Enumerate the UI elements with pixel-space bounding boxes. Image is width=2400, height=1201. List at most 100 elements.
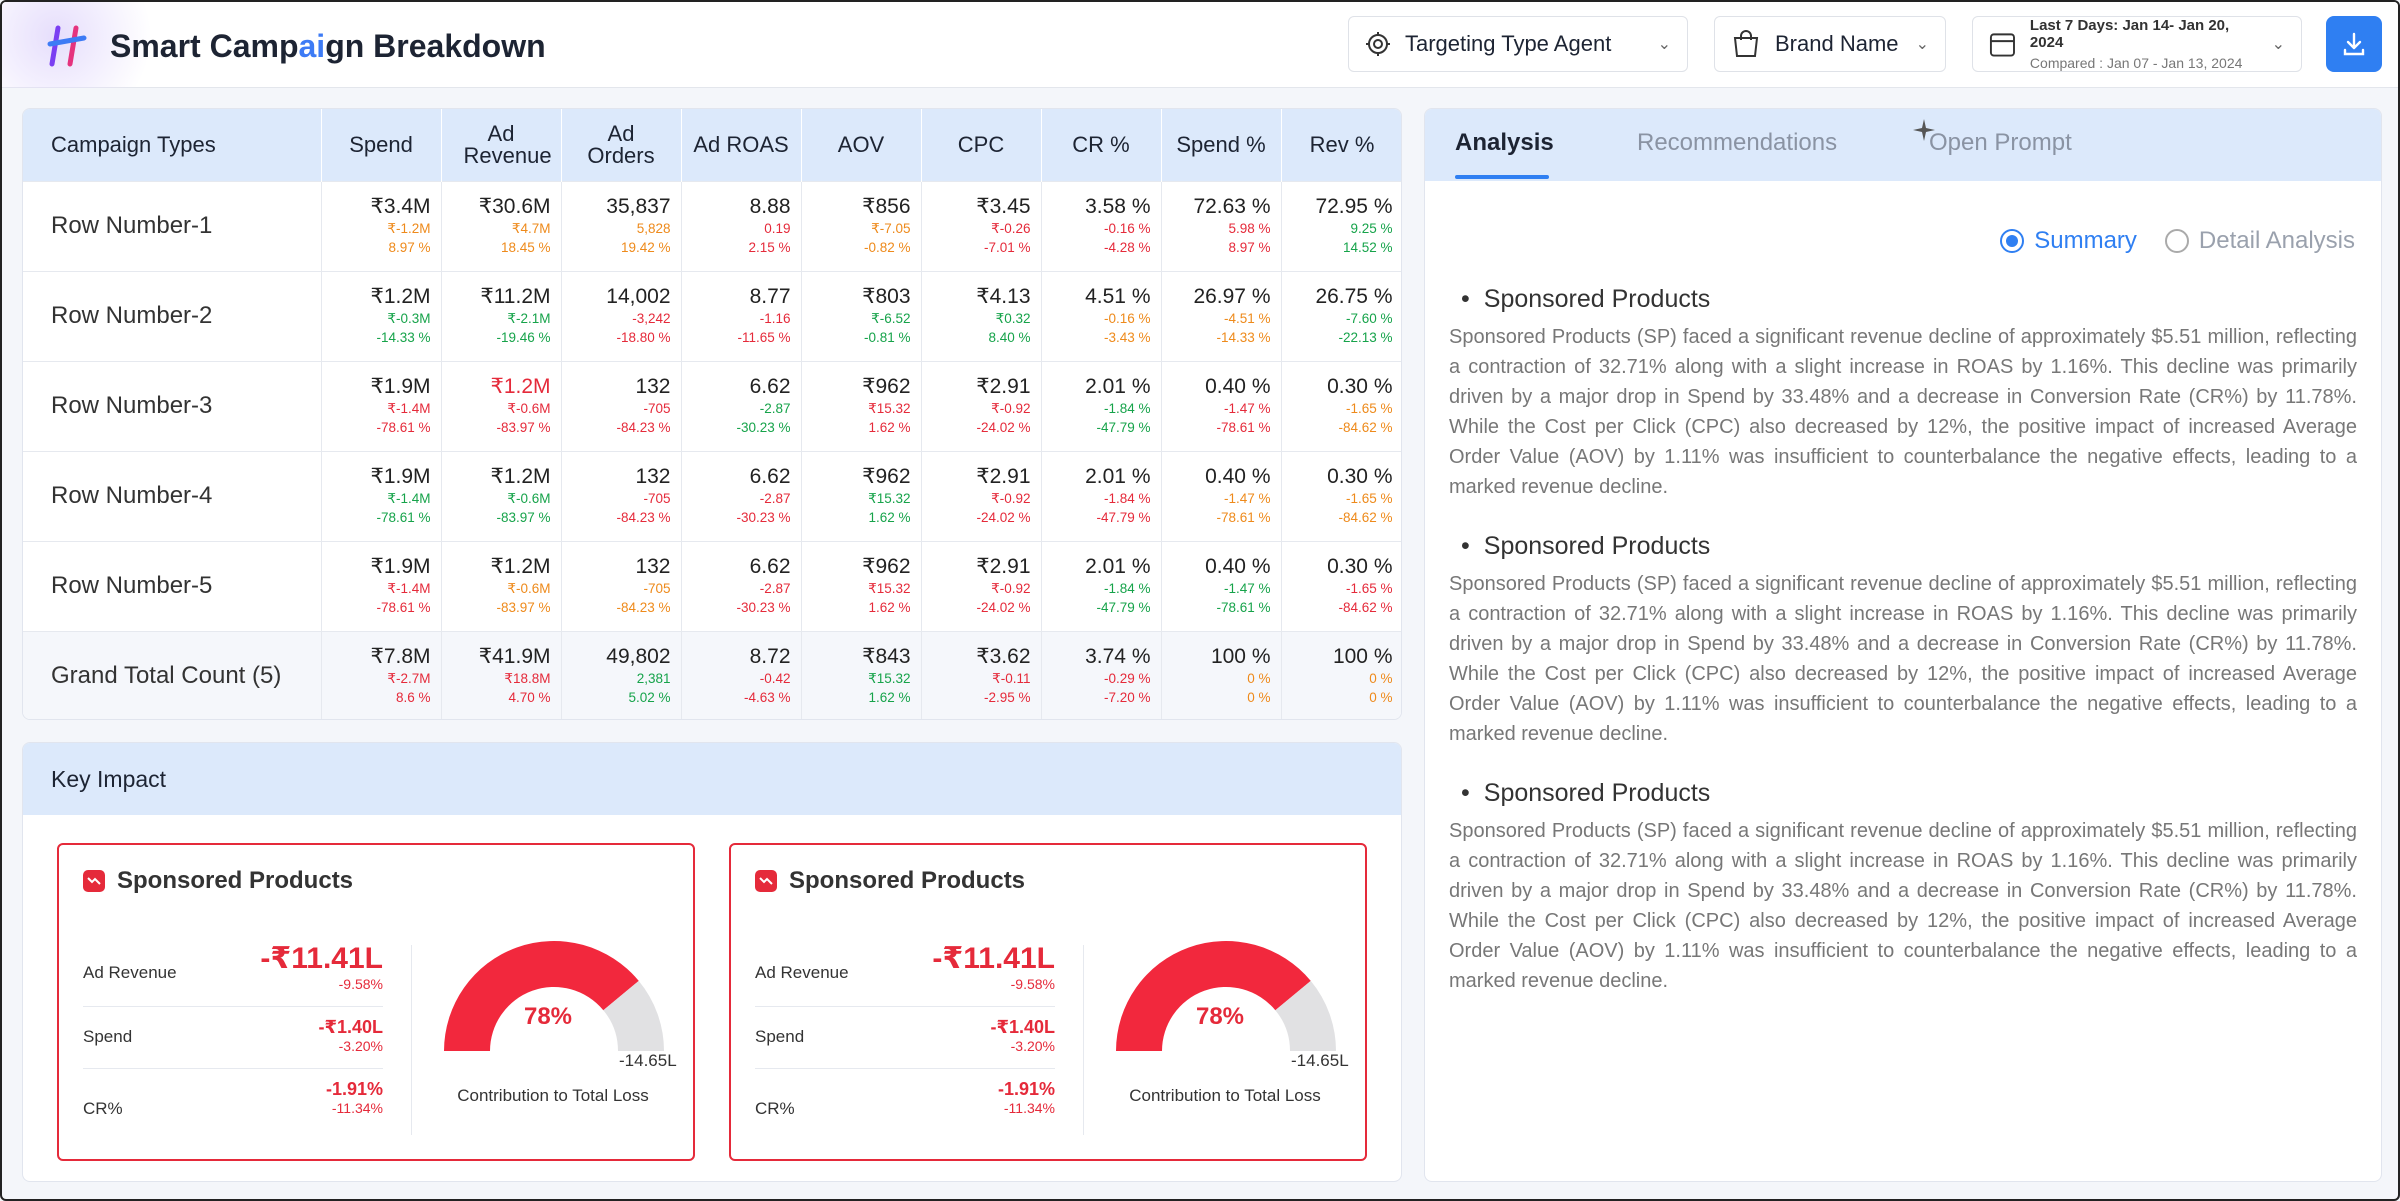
column-header: AOV xyxy=(801,109,922,181)
cell-delta-abs: ₹15.32 xyxy=(868,671,911,687)
cell-delta-pct: -3.43 % xyxy=(1103,330,1151,345)
cell-delta-abs: 0.19 xyxy=(764,221,791,236)
impact-metrics: Ad Revenue -₹11.41L -9.58% Spend -₹1.40L -3.2… xyxy=(83,941,383,1131)
cell-delta-abs: 2,381 xyxy=(636,671,671,687)
loss-gauge-chart xyxy=(1116,941,1336,1051)
key-impact-card[interactable]: Sponsored Products Ad Revenue -₹11.41L -9.5… xyxy=(729,843,1367,1161)
table-cell: ₹3.62 ₹-0.11 -2.95 % xyxy=(921,630,1042,719)
cell-delta-pct: 5.02 % xyxy=(628,690,671,706)
table-row[interactable]: Row Number-3 ₹1.9M ₹-1.4M -78.61 % ₹1.2M ₹-0.… xyxy=(23,360,1401,451)
cell-value: ₹1.9M xyxy=(370,555,431,578)
trend-down-icon xyxy=(755,870,777,892)
row-name: Row Number-5 xyxy=(23,540,322,631)
brand-dropdown[interactable]: Brand Name ⌄ xyxy=(1714,16,1946,72)
cell-delta-abs: ₹-0.92 xyxy=(991,491,1031,506)
table-row[interactable]: Row Number-2 ₹1.2M ₹-0.3M -14.33 % ₹11.2M ₹-2… xyxy=(23,270,1401,361)
table-cell: 0.30 % -1.65 % -84.62 % xyxy=(1281,540,1401,631)
trend-down-icon xyxy=(83,870,105,892)
impact-metric-value: -₹1.40L xyxy=(990,1017,1055,1037)
impact-metric-label: CR% xyxy=(83,1099,123,1118)
impact-metric-row: Ad Revenue -₹11.41L -9.58% xyxy=(83,941,383,1007)
cell-value: ₹1.2M xyxy=(490,375,551,398)
table-cell: ₹7.8M ₹-2.7M 8.6 % xyxy=(321,630,442,719)
cell-value: 14,002 xyxy=(606,285,671,308)
cell-delta-pct: -47.79 % xyxy=(1096,510,1151,525)
gauge-percent: 78% xyxy=(1195,1003,1245,1030)
cell-delta-pct: -83.97 % xyxy=(496,510,551,525)
table-cell: 100 % 0 % 0 % xyxy=(1161,630,1282,719)
cell-value: 8.72 xyxy=(749,645,791,669)
date-range-picker[interactable]: Last 7 Days: Jan 14- Jan 20, 2024 Compar… xyxy=(1972,16,2302,72)
cell-delta-abs: -4.51 % xyxy=(1223,311,1271,326)
table-cell: ₹856 ₹-7.05 -0.82 % xyxy=(801,180,922,271)
radio-detail-analysis[interactable]: Detail Analysis xyxy=(2164,227,2355,255)
cell-value: 8.88 xyxy=(749,195,791,218)
cell-delta-pct: -18.80 % xyxy=(616,330,671,345)
analysis-tabs: Analysis Recommendations Open Prompt xyxy=(1425,109,2381,181)
table-row[interactable]: Row Number-5 ₹1.9M ₹-1.4M -78.61 % ₹1.2M ₹-0.… xyxy=(23,540,1401,631)
cell-value: ₹962 xyxy=(862,375,911,398)
cell-value: ₹2.91 xyxy=(976,375,1031,398)
cell-delta-abs: ₹15.32 xyxy=(868,491,911,506)
campaign-table-panel: Campaign Types Spend Ad Revenue Ad Orders Ad… xyxy=(22,108,1402,720)
table-cell: ₹1.2M ₹-0.3M -14.33 % xyxy=(321,270,442,361)
tab-open-prompt[interactable]: Open Prompt xyxy=(1929,129,2072,156)
cell-delta-pct: -0.81 % xyxy=(863,330,911,345)
loss-gauge-chart xyxy=(444,941,664,1051)
cell-delta-pct: -78.61 % xyxy=(1216,600,1271,615)
impact-metric-row: CR% -1.91% -11.34% xyxy=(83,1069,383,1131)
cell-delta-pct: -4.63 % xyxy=(743,690,791,706)
radio-summary-label: Summary xyxy=(2034,227,2137,254)
tab-recommendations[interactable]: Recommendations xyxy=(1637,129,1838,156)
gauge-percent: 78% xyxy=(523,1003,573,1030)
cell-delta-abs: -705 xyxy=(643,401,671,416)
cell-delta-abs: -1.16 xyxy=(759,311,791,326)
cell-value: ₹843 xyxy=(862,645,911,669)
cell-value: 6.62 xyxy=(749,465,791,488)
cell-delta-abs: -1.65 % xyxy=(1345,401,1393,416)
cell-delta-abs: 5,828 xyxy=(636,221,671,236)
cell-delta-abs: ₹-7.05 xyxy=(871,221,911,236)
cell-value: ₹962 xyxy=(862,555,911,578)
table-cell: ₹3.45 ₹-0.26 -7.01 % xyxy=(921,180,1042,271)
radio-summary[interactable]: Summary xyxy=(2000,227,2137,255)
cell-delta-abs: 0 % xyxy=(1369,671,1393,687)
impact-card-title: Sponsored Products xyxy=(83,867,353,895)
table-cell: 3.58 % -0.16 % -4.28 % xyxy=(1041,180,1162,271)
table-header-row: Campaign Types Spend Ad Revenue Ad Orders Ad… xyxy=(23,109,1401,181)
targeting-type-label: Targeting Type Agent xyxy=(1405,31,1612,56)
cell-value: 0.30 % xyxy=(1327,555,1393,578)
key-impact-card[interactable]: Sponsored Products Ad Revenue -₹11.41L -9.5… xyxy=(57,843,695,1161)
impact-metric-value: -1.91% xyxy=(325,1079,383,1099)
tab-analysis[interactable]: Analysis xyxy=(1455,129,1554,156)
cell-delta-abs: -1.47 % xyxy=(1223,491,1271,506)
cell-delta-abs: 5.98 % xyxy=(1228,221,1271,236)
cell-delta-abs: -2.87 xyxy=(759,401,791,416)
header-glow xyxy=(2,2,182,88)
column-header: Spend % xyxy=(1161,109,1282,181)
impact-metric-label: Ad Revenue xyxy=(755,963,849,982)
cell-delta-abs: -705 xyxy=(643,491,671,506)
cell-delta-pct: -84.62 % xyxy=(1338,600,1393,615)
cell-value: 132 xyxy=(635,465,671,488)
cell-delta-pct: 0 % xyxy=(1247,690,1271,706)
table-cell: 0.30 % -1.65 % -84.62 % xyxy=(1281,450,1401,541)
cell-delta-abs: ₹-0.6M xyxy=(507,401,551,416)
impact-metric-value: -1.91% xyxy=(997,1079,1055,1099)
table-cell: ₹1.9M ₹-1.4M -78.61 % xyxy=(321,450,442,541)
grand-total-row[interactable]: Grand Total Count (5) ₹7.8M ₹-2.7M 8.6 % ₹41… xyxy=(23,630,1401,719)
cell-value: ₹856 xyxy=(862,195,911,218)
cell-value: 0.40 % xyxy=(1205,465,1271,488)
impact-metric-label: Spend xyxy=(83,1027,133,1046)
download-button[interactable] xyxy=(2326,16,2382,72)
table-row[interactable]: Row Number-1 ₹3.4M ₹-1.2M 8.97 % ₹30.6M ₹4.7M… xyxy=(23,180,1401,271)
targeting-type-dropdown[interactable]: Targeting Type Agent ⌄ xyxy=(1348,16,1688,72)
cell-value: 35,837 xyxy=(606,195,671,218)
table-row[interactable]: Row Number-4 ₹1.9M ₹-1.4M -78.61 % ₹1.2M ₹-0.… xyxy=(23,450,1401,541)
cell-delta-pct: -47.79 % xyxy=(1096,420,1151,435)
analysis-sections: Sponsored Products Sponsored Products (SP… xyxy=(1449,285,2357,1026)
impact-metric-pct: -9.58% xyxy=(338,976,383,992)
impact-metric-pct: -9.58% xyxy=(1010,976,1055,992)
cell-delta-abs: ₹-0.92 xyxy=(991,401,1031,416)
cell-delta-abs: ₹-0.92 xyxy=(991,581,1031,596)
